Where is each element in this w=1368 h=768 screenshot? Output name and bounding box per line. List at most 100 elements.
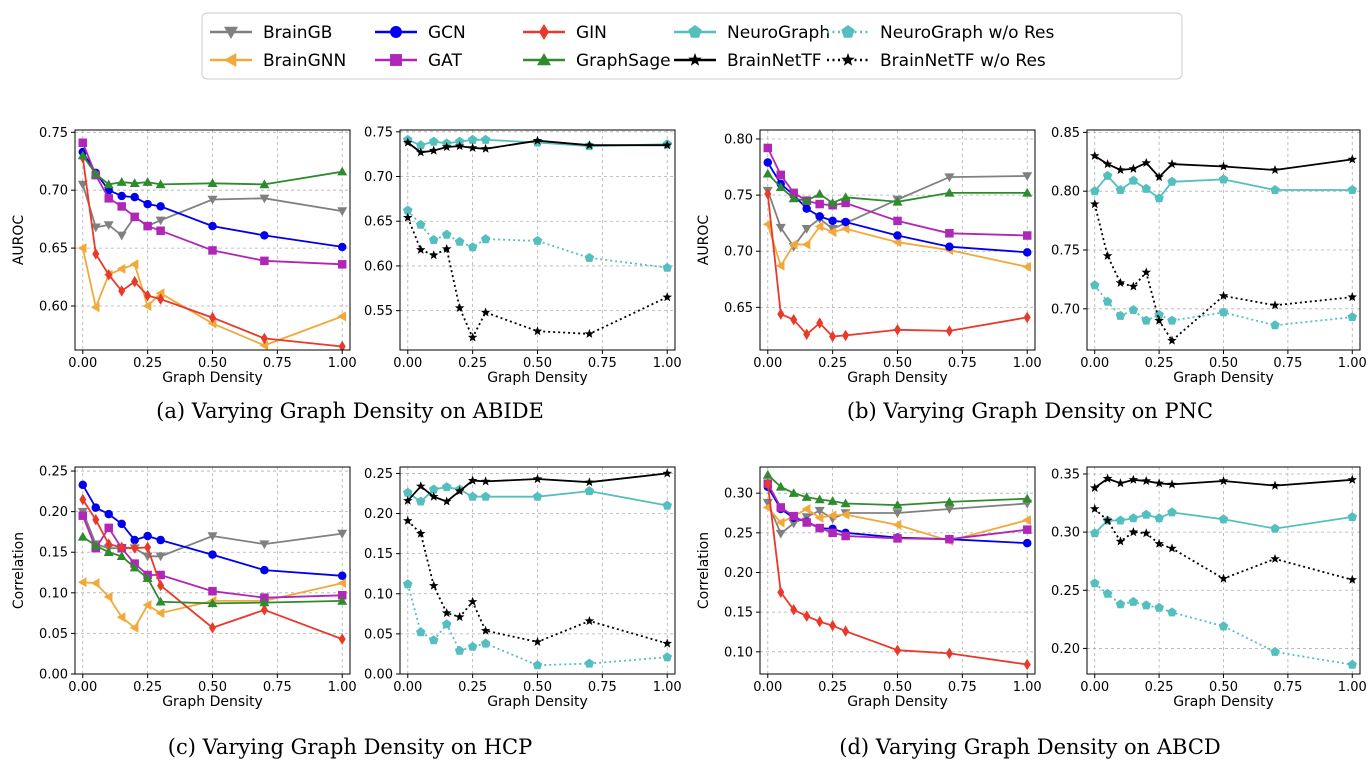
y-tick-label: 0.20 [1051, 642, 1080, 657]
data-point-neurograph [1090, 528, 1100, 538]
series-graphsage [762, 469, 1033, 509]
data-point-gat [337, 591, 347, 600]
data-point-braingnn [801, 504, 811, 514]
data-point-brainnettf-w-o-res [1167, 335, 1177, 345]
data-point-graphsage [775, 481, 786, 491]
data-point-graphsage [827, 198, 838, 207]
data-point-brainnettf-w-o-res [1128, 281, 1139, 291]
data-point-neurograph-w-o-res [1347, 312, 1357, 322]
legend-item-neurograph: NeuroGraph [674, 23, 830, 43]
data-point-neurograph-w-o-res [1218, 621, 1229, 631]
y-tick-label: 0.75 [364, 125, 393, 140]
x-tick-label: 0.75 [1273, 680, 1302, 695]
data-point-neurograph [1347, 185, 1357, 194]
series-brainnettf [403, 468, 672, 506]
data-point-brainnettf [1102, 159, 1113, 169]
legend-label: GAT [428, 51, 462, 71]
data-point-gin [260, 332, 268, 345]
data-point-graphsage [944, 187, 955, 197]
y-tick-label: 0.30 [1051, 526, 1080, 541]
data-point-gat [156, 570, 165, 580]
data-point-braingnn [142, 301, 152, 311]
data-point-gin [118, 285, 126, 297]
data-point-graphsage [90, 540, 101, 550]
y-tick-label: 0.15 [39, 546, 68, 561]
data-point-braingb [259, 540, 270, 550]
data-point-brainnettf-w-o-res [1218, 573, 1229, 583]
data-point-braingb [207, 532, 218, 541]
x-tick-label: 0.25 [1145, 356, 1174, 371]
legend: BrainGB BrainGNN GCN GAT GIN GraphSage NeuroGr… [201, 12, 1183, 80]
data-point-brainnettf [1154, 478, 1164, 488]
data-point-neurograph-w-o-res [441, 229, 452, 239]
data-point-braingb [155, 216, 166, 226]
data-point-neurograph-w-o-res [403, 579, 413, 589]
data-point-neurograph-w-o-res [480, 234, 491, 244]
data-point-braingb [775, 223, 786, 233]
data-point-neurograph-w-o-res [429, 635, 439, 645]
series-gin [79, 152, 346, 350]
data-point-gcn [143, 531, 152, 541]
x-tick-label: 0.50 [883, 356, 912, 371]
y-tick-label: 0.10 [39, 586, 68, 601]
data-point-gin [338, 340, 346, 350]
data-point-neurograph [584, 486, 595, 496]
x-tick-label: 0.00 [393, 680, 422, 695]
data-point-gcn [260, 565, 269, 575]
data-point-brainnettf-w-o-res [1128, 527, 1139, 537]
legend-label: GIN [576, 23, 607, 43]
data-point-braingnn [892, 519, 902, 530]
data-point-gat [776, 170, 786, 180]
legend-item-brainnettf-w-o-res: BrainNetTF w/o Res [827, 51, 1046, 71]
y-tick-label: 0.75 [39, 126, 68, 141]
data-point-gat [143, 221, 152, 231]
x-tick-label: 0.00 [68, 680, 97, 695]
plot-area [762, 469, 1033, 671]
chart-panel-d-left: 0.00 0.25 0.50 0.75 1.00 0.10 0.15 0.20 0.25 0.30… [696, 466, 1042, 710]
x-tick-label: 0.50 [883, 680, 912, 695]
legend-item-gcn: GCN [375, 23, 466, 43]
data-point-gcn [337, 242, 347, 252]
data-point-graphsage [103, 179, 114, 189]
y-tick-label: 0.55 [364, 304, 393, 319]
y-tick-label: 0.25 [1051, 584, 1080, 599]
x-axis-label: Graph Density [847, 370, 948, 386]
x-axis-label: Graph Density [487, 694, 588, 710]
series-gin [764, 188, 1031, 343]
y-tick-label: 0.20 [724, 566, 753, 581]
data-point-gcn [893, 231, 902, 240]
data-point-graphsage [116, 551, 127, 560]
data-point-neurograph [480, 134, 491, 144]
data-point-graphsage [892, 500, 903, 509]
data-point-brainnettf-w-o-res [1090, 503, 1100, 513]
data-point-brainnettf [1167, 159, 1177, 169]
data-point-brainnettf-w-o-res [480, 625, 491, 635]
data-point-gin [816, 615, 824, 628]
data-point-brainnettf-w-o-res [1102, 250, 1113, 260]
data-point-braingnn [207, 318, 217, 329]
y-tick-label: 0.60 [364, 259, 393, 274]
series-gcn [78, 480, 347, 581]
series-brainnettf-w-o-res [403, 212, 672, 342]
series-neurograph [403, 134, 672, 151]
data-point-brainnettf-w-o-res [662, 292, 672, 302]
legend-marker-braingnn [224, 53, 237, 67]
data-point-graphsage [129, 562, 140, 572]
data-point-graphsage [788, 488, 799, 497]
data-point-braingnn [762, 219, 772, 230]
data-point-gin [209, 311, 216, 324]
plot-area [403, 468, 672, 670]
data-point-gat [945, 534, 954, 544]
series-line-brainnettf [407, 139, 668, 154]
data-point-gcn [104, 509, 113, 519]
series-line-gcn [82, 151, 343, 248]
caption-hcp: (c) Varying Graph Density on HCP [168, 735, 532, 759]
x-tick-label: 0.00 [393, 356, 422, 371]
y-tick-label: 0.10 [364, 587, 393, 602]
data-point-brainnettf-w-o-res [467, 332, 478, 342]
data-point-neurograph-w-o-res [1141, 600, 1151, 610]
data-point-gat [337, 260, 347, 269]
x-tick-label: 0.50 [198, 680, 227, 695]
series-line-neurograph [407, 138, 668, 148]
y-tick-label: 0.70 [1051, 302, 1080, 317]
